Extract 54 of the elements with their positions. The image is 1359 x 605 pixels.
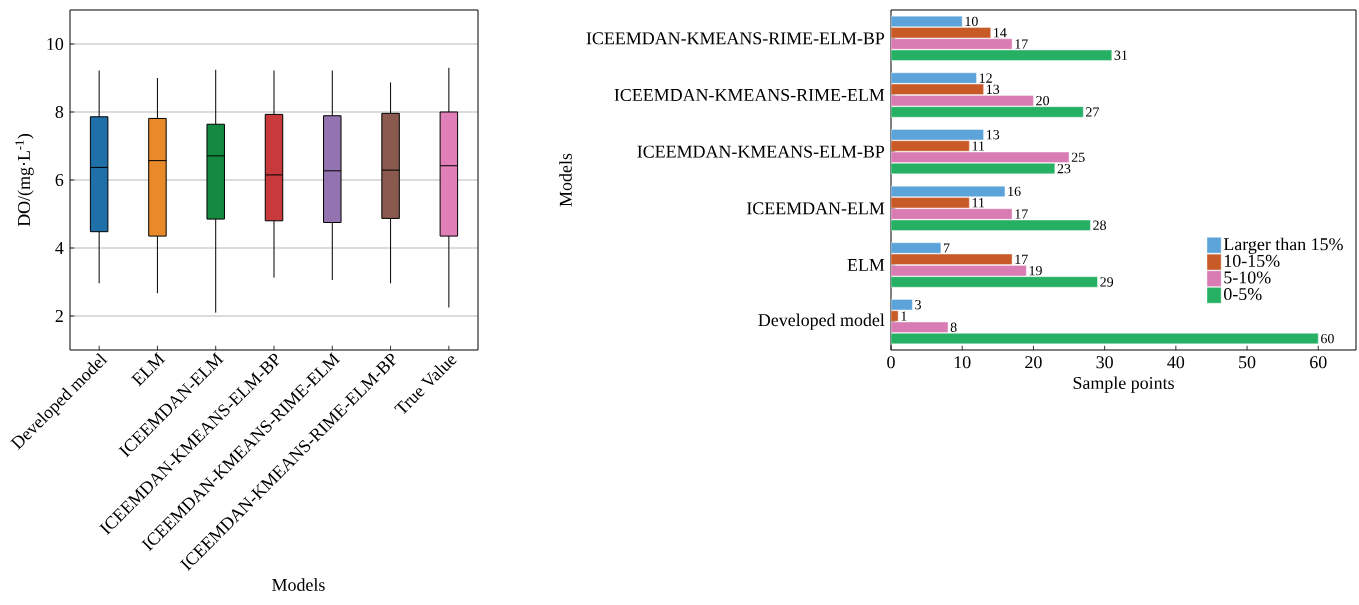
data-label: 29	[1100, 277, 1114, 287]
bar	[891, 72, 977, 84]
y-tick-label: ELM	[847, 259, 885, 271]
data-label: 27	[1086, 107, 1100, 117]
x-tick-label: 20	[1025, 356, 1042, 369]
x-axis-title: Models	[272, 578, 325, 591]
data-label: 19	[1029, 265, 1042, 276]
data-label: 7	[943, 243, 950, 253]
bar	[891, 276, 1098, 288]
legend-label: 5-10%	[1224, 271, 1271, 284]
data-label: 13	[986, 130, 1000, 140]
y-tick-label: ICEEMDAN-ELM	[747, 202, 885, 215]
y-axis-title: DO/(mg·L$^{-1}$)	[15, 133, 34, 227]
data-label: 31	[1114, 50, 1128, 60]
data-label: 13	[986, 84, 1000, 95]
legend-label: Larger than 15%	[1223, 237, 1343, 254]
data-label: 60	[1321, 333, 1334, 344]
bar	[891, 242, 942, 254]
y-tick-label: 8	[55, 105, 64, 119]
y-tick-label: 6	[55, 173, 64, 187]
x-tick-label: 60	[1310, 356, 1327, 369]
data-label: 8	[950, 322, 957, 333]
data-label: 17	[1015, 254, 1028, 264]
data-label: 16	[1008, 186, 1021, 197]
legend-label: 10-15%	[1224, 254, 1280, 267]
data-label: 11	[972, 141, 985, 151]
y-axis-title: Models	[559, 153, 572, 207]
x-tick-label: 0	[887, 356, 895, 369]
data-label: 28	[1093, 220, 1106, 230]
x-axis-title: Sample points	[1073, 376, 1174, 393]
y-tick-label: ICEEMDAN-KMEANS-RIME-ELM	[614, 88, 885, 102]
x-tick-label: 10	[954, 356, 971, 369]
data-label: 11	[972, 198, 985, 208]
y-tick-label: 4	[55, 242, 64, 254]
bar	[891, 106, 1084, 118]
legend-label: 0-5%	[1224, 288, 1262, 301]
data-label: 10	[965, 16, 978, 27]
data-label: 17	[1015, 39, 1028, 49]
data-label: 25	[1071, 152, 1085, 162]
data-label: 12	[979, 73, 992, 83]
data-label: 1	[901, 311, 907, 321]
x-tick-label: 40	[1167, 356, 1185, 369]
data-label: 23	[1057, 163, 1071, 174]
data-label: 17	[1015, 209, 1028, 219]
y-tick-label: Developed model	[758, 313, 885, 330]
x-tick-label: 50	[1239, 356, 1256, 369]
data-label: 20	[1036, 95, 1050, 106]
y-tick-label: ICEEMDAN-KMEANS-ELM-BP	[637, 145, 885, 158]
x-tick-label: 30	[1096, 356, 1113, 369]
y-tick-label: ICEEMDAN-KMEANS-RIME-ELM-BP	[586, 32, 885, 45]
data-label: 3	[915, 300, 921, 310]
data-label: 14	[994, 28, 1007, 38]
y-tick-label: 2	[55, 310, 63, 322]
y-tick-label: 10	[47, 37, 64, 51]
